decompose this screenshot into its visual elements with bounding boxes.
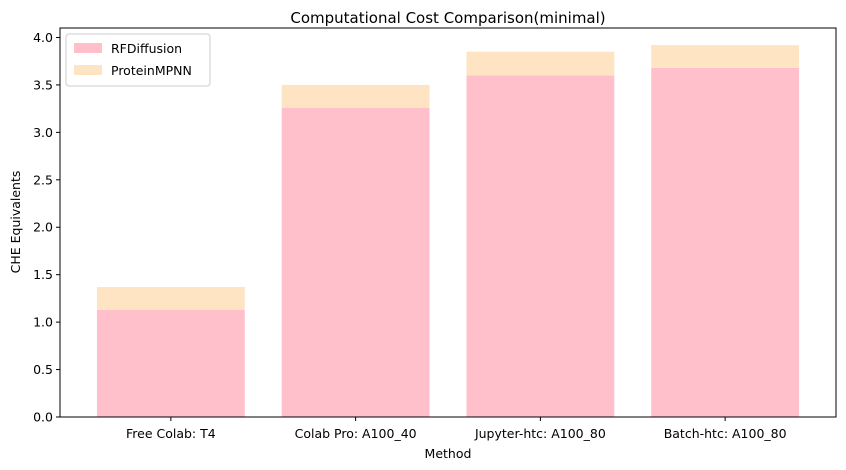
y-tick-label: 1.5 [33,267,53,282]
bar-rfdiffusion-2 [466,75,615,417]
bar-proteinmpnn-0 [96,287,245,310]
bar-rfdiffusion-1 [281,107,430,417]
x-tick-label: Batch-htc: A100_80 [664,426,787,441]
x-axis: Free Colab: T4 Colab Pro: A100_40 Jupyter-… [126,417,787,441]
bar-proteinmpnn-3 [651,45,800,68]
legend-swatch-proteinmpnn [74,65,102,75]
y-tick-label: 2.0 [33,220,53,235]
legend-swatch-rfdiffusion [74,43,102,53]
legend-label-proteinmpnn: ProteinMPNN [111,63,192,78]
bar-rfdiffusion-3 [651,67,800,417]
y-tick-label: 3.0 [33,125,53,140]
y-axis: 0.0 0.5 1.0 1.5 2.0 2.5 3.0 3.5 4.0 [33,30,60,425]
x-tick-label: Jupyter-htc: A100_80 [474,426,606,441]
bars-group [96,45,800,417]
y-tick-label: 0.0 [33,410,53,425]
y-tick-label: 4.0 [33,30,53,45]
y-tick-label: 0.5 [33,362,53,377]
bar-rfdiffusion-0 [96,309,245,417]
plot-frame [59,27,837,418]
bar-proteinmpnn-2 [466,51,615,76]
bar-proteinmpnn-1 [281,84,430,108]
legend: RFDiffusion ProteinMPNN [65,33,211,87]
y-tick-label: 1.0 [33,315,53,330]
y-tick-label: 3.5 [33,77,53,92]
x-tick-label: Free Colab: T4 [126,426,216,441]
y-axis-title: CHE Equivalents [8,171,23,274]
y-tick-label: 2.5 [33,172,53,187]
x-axis-title: Method [425,446,472,461]
x-tick-label: Colab Pro: A100_40 [295,426,417,441]
chart-title: Computational Cost Comparison(minimal) [290,9,605,27]
legend-label-rfdiffusion: RFDiffusion [111,41,182,56]
